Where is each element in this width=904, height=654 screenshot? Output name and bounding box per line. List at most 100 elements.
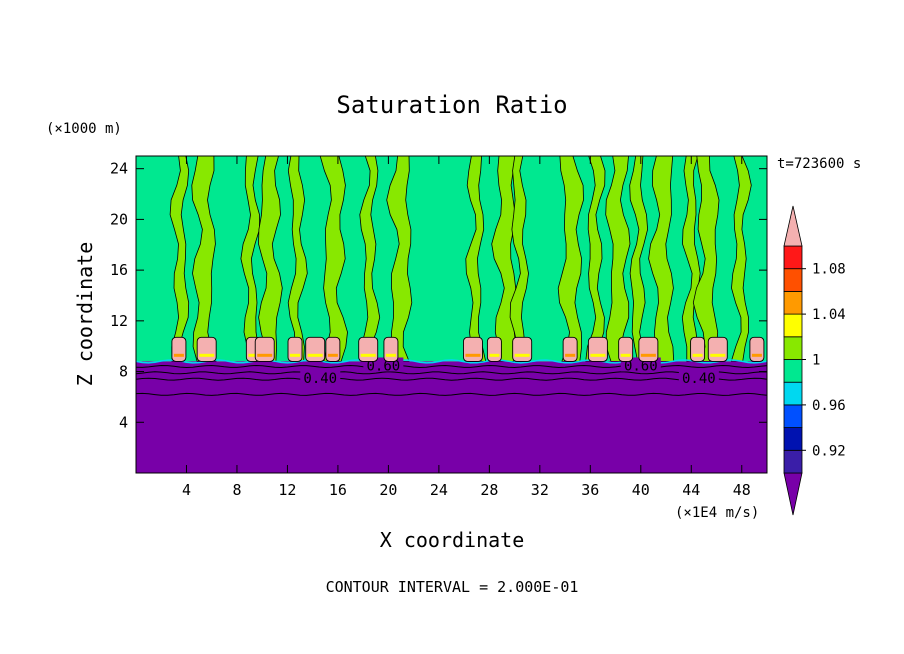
plot-area: 0.40 0.60 0.60 0.40: [136, 156, 767, 473]
x-tick-label: 4: [182, 481, 191, 499]
y-tick-label: 8: [119, 363, 128, 381]
contour-line: [136, 371, 767, 375]
colorbar-box: [783, 381, 803, 406]
x-unit-label: (×1E4 m/s): [675, 505, 759, 521]
cloud-cap-band: [290, 353, 301, 357]
cloud-cap: [383, 336, 399, 362]
cloud-cap: [690, 336, 706, 362]
cloud-cap: [254, 336, 275, 362]
cloud-cap: [562, 336, 578, 362]
cloud-cap: [196, 336, 217, 362]
contour-label: 0.40: [682, 371, 716, 387]
contour-label: 0.40: [303, 371, 337, 387]
x-tick-label: 48: [733, 481, 751, 499]
cloud-cap-band: [590, 353, 606, 357]
cloud-cap: [171, 336, 187, 362]
colorbar-box: [783, 268, 803, 292]
cloud-cap-band: [710, 353, 726, 357]
colorbar-box: [783, 245, 803, 270]
colorbar: 1.08 1.04 1 0.96 0.92: [783, 205, 846, 516]
cloud-cap-band: [257, 353, 273, 357]
y-tick-label: 16: [110, 261, 128, 279]
contour-label: 0.60: [624, 358, 658, 374]
cloud-cap-band: [199, 353, 215, 357]
x-tick-label: 20: [379, 481, 397, 499]
contour-label-bg: [300, 370, 341, 385]
cloud-caps: [171, 336, 765, 362]
cloud-cap-band: [640, 353, 656, 357]
contour-label: 0.60: [366, 358, 400, 374]
x-tick-label: 28: [480, 481, 498, 499]
contour-interval-footer: CONTOUR INTERVAL = 2.000E-01: [326, 578, 579, 596]
cloud-cap-band: [751, 353, 762, 357]
colorbar-label: 0.92: [812, 443, 846, 459]
cloud-cap-band: [489, 353, 500, 357]
cloud-cap: [587, 336, 608, 362]
cloud-cap-band: [385, 353, 396, 357]
x-tick-label: 44: [682, 481, 700, 499]
x-tick-label: 24: [430, 481, 448, 499]
colorbar-arrow-low: [783, 472, 803, 516]
cloud-cap: [618, 336, 634, 362]
x-axis-label: X coordinate: [380, 528, 525, 552]
cloud-cap: [707, 336, 728, 362]
x-tick-label: 36: [581, 481, 599, 499]
plot-frame: [135, 155, 768, 474]
upper-layer-fill: [136, 156, 767, 362]
y-tick-label: 24: [110, 160, 128, 178]
colorbar-box: [783, 313, 803, 338]
cloud-cap: [486, 336, 502, 362]
chart-title: Saturation Ratio: [336, 91, 567, 119]
x-tick-label: 12: [278, 481, 296, 499]
contour-line: [136, 364, 767, 369]
cloud-column: [386, 156, 413, 362]
y-tick-label: 12: [110, 312, 128, 330]
cloud-cap-band: [465, 353, 481, 357]
colorbar-box: [783, 449, 803, 474]
colorbar-label: 1.04: [812, 307, 846, 323]
cloud-cap-band: [565, 353, 576, 357]
cloud-cap-band: [248, 353, 259, 357]
cloud-cap: [287, 336, 303, 362]
cloud-columns: [169, 156, 752, 362]
contour-label-bg: [678, 370, 719, 385]
cloud-cap: [463, 336, 483, 362]
cloud-column: [191, 156, 217, 362]
contour-line: [136, 359, 767, 364]
contour-line: [136, 392, 767, 396]
cloud-cap: [638, 336, 659, 362]
y-tick-label: 20: [110, 210, 128, 228]
colorbar-box: [783, 427, 803, 451]
time-label: t=723600 s: [777, 156, 861, 172]
colorbar-box: [783, 336, 803, 360]
cloud-cap-band: [514, 353, 530, 357]
y-axis-label: Z coordinate: [73, 242, 97, 387]
colorbar-box: [783, 359, 803, 383]
cloud-cap: [358, 336, 379, 362]
y-tick-label: 4: [119, 413, 128, 431]
lower-layer-fill: [136, 361, 767, 473]
y-axis: 4 8 12 16 20 24: [110, 160, 767, 431]
cloud-cap: [305, 336, 326, 362]
y-unit-label: (×1000 m): [46, 121, 122, 137]
cloud-cap: [325, 336, 341, 362]
cloud-cap-band: [307, 353, 323, 357]
x-tick-label: 16: [329, 481, 347, 499]
cloud-cap: [512, 336, 533, 362]
cloud-cap-band: [360, 353, 376, 357]
colorbar-label: 1: [812, 353, 820, 369]
colorbar-label: 1.08: [812, 262, 846, 278]
colorbar-box: [783, 404, 803, 428]
cloud-cap-band: [692, 353, 703, 357]
cloud-cap-band: [620, 353, 631, 357]
x-tick-label: 40: [632, 481, 650, 499]
x-tick-label: 32: [531, 481, 549, 499]
cloud-column: [319, 156, 348, 362]
cloud-cap-band: [173, 353, 184, 357]
colorbar-box: [783, 290, 803, 315]
colorbar-label: 0.96: [812, 398, 846, 414]
cloud-cap: [749, 336, 765, 362]
x-tick-label: 8: [232, 481, 241, 499]
x-axis: 4 8 12 16 20 24 28 32 36 40 44 48: [182, 156, 751, 499]
